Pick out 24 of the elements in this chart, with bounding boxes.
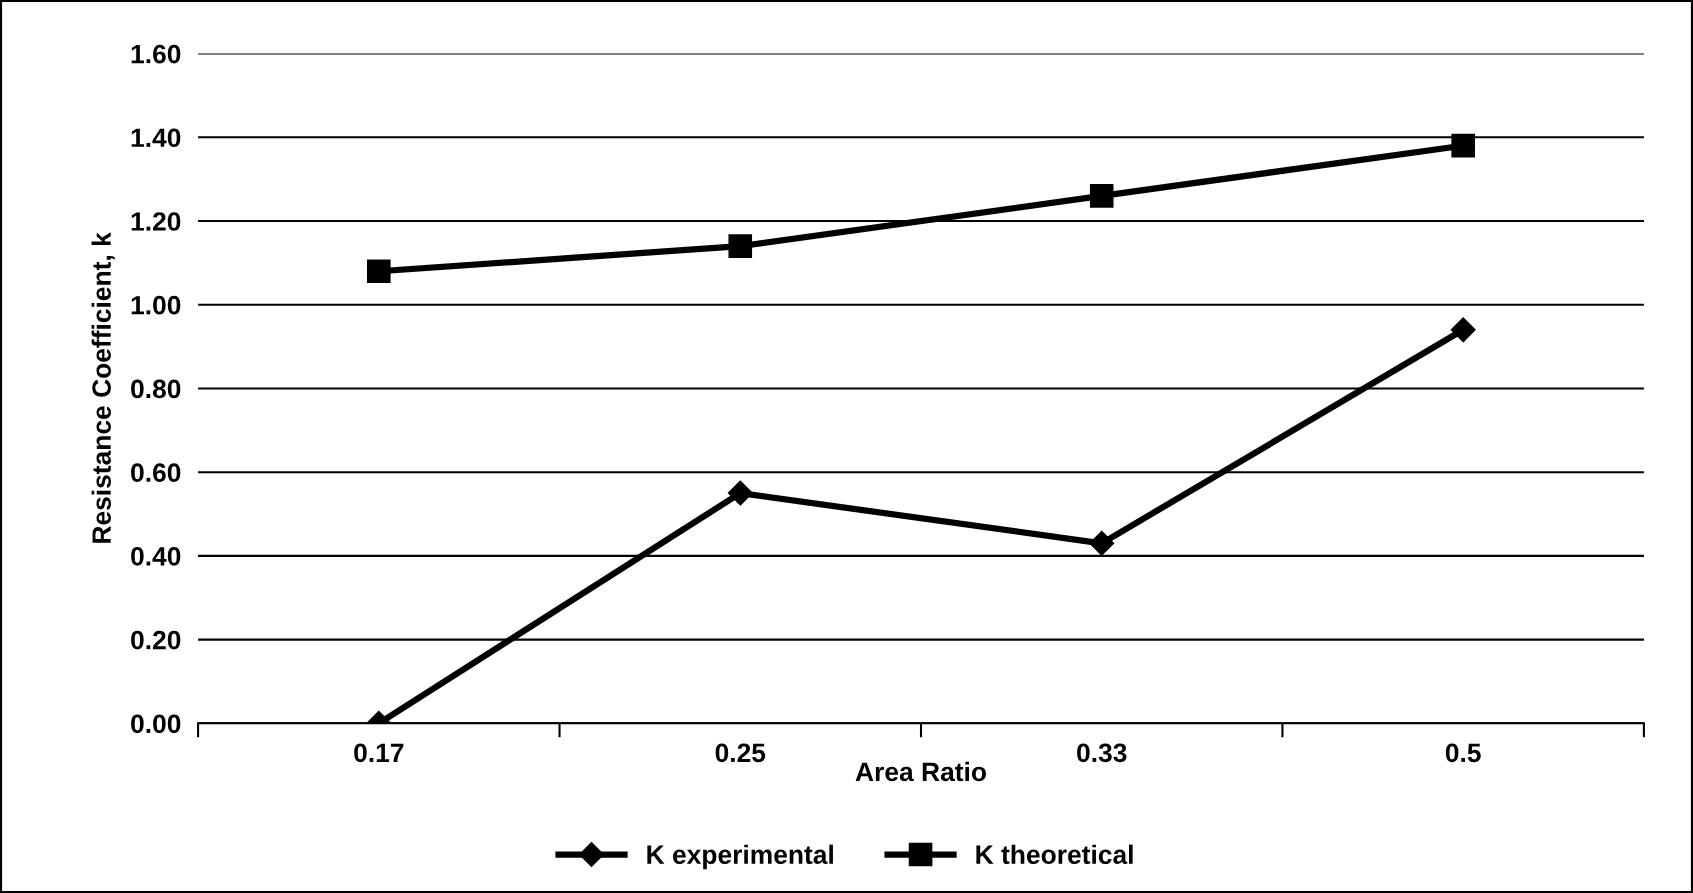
point (1089, 530, 1115, 556)
legend-label: K theoretical (976, 844, 1133, 865)
point (728, 234, 753, 258)
y-tick-label: 1.00 (131, 295, 181, 315)
x-axis-title: Area Ratio (855, 761, 986, 782)
x-tick-label: 0.17 (354, 743, 404, 763)
y-tick-label: 0.80 (131, 379, 181, 399)
y-tick-label: 0.60 (131, 463, 181, 482)
y-tick-label: 0.20 (131, 630, 181, 650)
y-tick-label: 0.40 (131, 547, 181, 566)
point (367, 259, 391, 284)
x-tick-label: 0.25 (715, 743, 766, 763)
point (1089, 184, 1114, 208)
y-tick-label: 0.00 (131, 714, 181, 734)
x-tick-label: 0.33 (1077, 743, 1127, 763)
point (1450, 317, 1476, 343)
point (727, 480, 753, 506)
point (1451, 133, 1475, 158)
y-tick-label: 1.60 (131, 44, 181, 64)
x-tick-label: 0.5 (1445, 743, 1481, 763)
y-tick-label: 1.20 (131, 212, 181, 231)
y-tick-label: 1.40 (131, 128, 181, 148)
legend-label: K experimental (647, 844, 833, 870)
y-axis-title: Resistance Coefficient, k (91, 232, 115, 543)
